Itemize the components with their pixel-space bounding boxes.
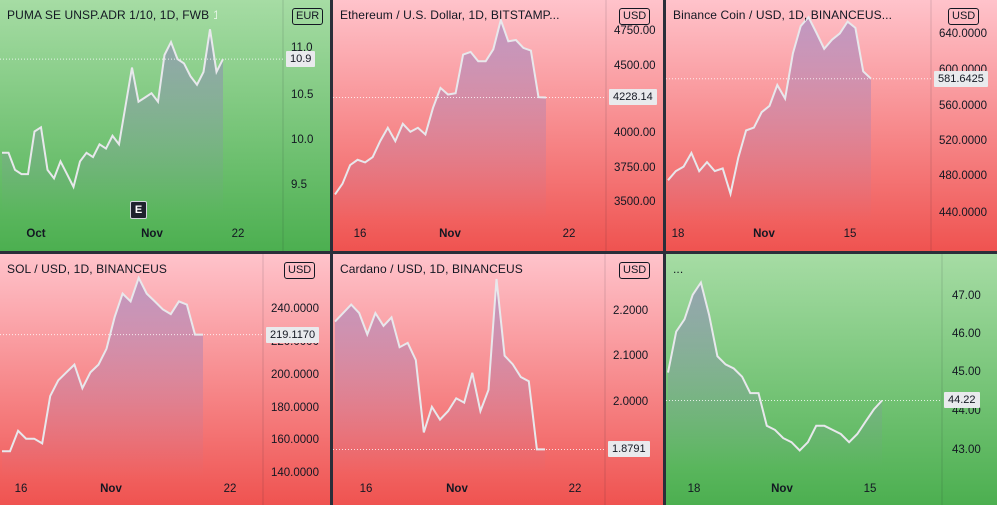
chart-title-text: PUMA SE UNSP.ADR 1/10, 1D, FWB <box>7 8 210 22</box>
time-tick-label: Nov <box>100 483 122 495</box>
chart-pane-1[interactable]: 11.0 10.5 10.0 9.5 Oct Nov 22 PUMA SE UNSP.ADR … <box>0 0 330 251</box>
chart-title[interactable]: Binance Coin / USD, 1D, BINANCEUS... <box>673 8 892 22</box>
price-tick-label: 4000.00 <box>614 127 656 139</box>
currency-label[interactable]: USD <box>619 8 651 25</box>
time-tick-label: 22 <box>232 228 245 240</box>
last-price-badge: 1.8791 <box>608 441 650 458</box>
price-tick-label: 520.0000 <box>939 135 987 147</box>
time-tick-label: 18 <box>688 483 701 495</box>
chart-title-text: ... <box>673 262 684 276</box>
chart-pane-2[interactable]: 4750.004500.004250.004000.003750.003500.… <box>333 0 663 251</box>
chart-title[interactable]: PUMA SE UNSP.ADR 1/10, 1D, FWB10.9 <box>7 8 217 22</box>
price-tick-label: 10.5 <box>291 89 313 101</box>
time-tick-label: Nov <box>753 228 775 240</box>
price-tick-label: 480.0000 <box>939 170 987 182</box>
time-tick-label: Nov <box>446 483 468 495</box>
price-tick-label: 440.0000 <box>939 207 987 219</box>
price-tick-label: 3500.00 <box>614 196 656 208</box>
price-tick-label: 44.00 <box>952 405 981 417</box>
price-tick-label: 43.00 <box>952 444 981 456</box>
time-tick-label: 22 <box>224 483 237 495</box>
currency-label[interactable]: EUR <box>292 8 324 25</box>
price-tick-label: 560.0000 <box>939 100 987 112</box>
chart-title[interactable]: ... <box>673 262 683 276</box>
series-line <box>2 29 224 190</box>
time-tick-label: 15 <box>864 483 877 495</box>
chart-title-text: Binance Coin / USD, 1D, BINANCEUS... <box>673 8 893 22</box>
last-price-badge: 581.6425 <box>934 70 988 87</box>
series-line <box>667 15 872 198</box>
time-tick-label: 15 <box>844 228 857 240</box>
price-tick-label: 4750.00 <box>614 25 656 37</box>
chart-pane-4[interactable]: 240.0000220.0000200.0000180.0000160.0000… <box>0 254 330 505</box>
currency-label[interactable]: USD <box>619 262 651 279</box>
series-line <box>667 280 883 452</box>
price-tick-label: 45.00 <box>952 366 981 378</box>
currency-label[interactable]: USD <box>948 8 980 25</box>
time-tick-label: Nov <box>439 228 461 240</box>
chart-canvas-4[interactable]: 240.0000220.0000200.0000180.0000160.0000… <box>0 254 330 505</box>
series-area-fill <box>335 20 546 220</box>
grid-divider-horizontal <box>0 251 997 254</box>
price-tick-label: 4500.00 <box>614 60 656 72</box>
last-price-badge: 219.1170 <box>266 326 320 343</box>
series-line <box>2 275 203 453</box>
series-line <box>334 16 547 195</box>
price-tick-label: 10.0 <box>291 134 313 146</box>
price-tick-label: 160.0000 <box>271 434 319 446</box>
chart-canvas-2[interactable]: 4750.004500.004250.004000.003750.003500.… <box>333 0 663 251</box>
last-price-badge: 4228.14 <box>609 89 657 106</box>
price-tick-label: 11.0 <box>291 42 313 54</box>
time-tick-label: 16 <box>360 483 373 495</box>
price-tick-label: 47.00 <box>952 290 981 302</box>
chart-pane-6[interactable]: 47.00 46.00 45.00 44.00 43.00 18 Nov 15... 44.22 <box>666 254 997 505</box>
series-area-fill <box>668 282 882 467</box>
price-tick-label: 2.2000 <box>613 305 648 317</box>
time-tick-label: 22 <box>569 483 582 495</box>
series-area-fill <box>2 277 203 477</box>
price-tick-label: 2.1000 <box>613 350 648 362</box>
last-price-badge: 44.22 <box>944 392 980 409</box>
price-tick-label: 9.5 <box>291 179 307 191</box>
chart-title-value: 10.9 <box>213 8 217 22</box>
currency-label[interactable]: USD <box>284 262 316 279</box>
time-tick-label: 16 <box>15 483 28 495</box>
chart-canvas-6[interactable]: 47.00 46.00 45.00 44.00 43.00 18 Nov 15 <box>666 254 997 505</box>
chart-title[interactable]: SOL / USD, 1D, BINANCEUS <box>7 262 167 276</box>
chart-title-text: Cardano / USD, 1D, BINANCEUS <box>340 262 523 276</box>
price-tick-label: 180.0000 <box>271 402 319 414</box>
chart-canvas-1[interactable]: 11.0 10.5 10.0 9.5 Oct Nov 22 <box>0 0 330 251</box>
earnings-event-marker[interactable]: E <box>130 201 147 219</box>
time-tick-label: 22 <box>563 228 576 240</box>
time-tick-label: 18 <box>672 228 685 240</box>
price-tick-label: 2.0000 <box>613 396 648 408</box>
chart-canvas-3[interactable]: 640.0000600.0000560.0000520.0000480.0000… <box>666 0 997 251</box>
price-tick-label: 46.00 <box>952 328 981 340</box>
chart-title-text: Ethereum / U.S. Dollar, 1D, BITSTAMP... <box>340 8 560 22</box>
chart-title-text: SOL / USD, 1D, BINANCEUS <box>7 262 167 276</box>
series-area-fill <box>335 279 545 474</box>
series-line <box>334 278 545 451</box>
time-tick-label: 16 <box>354 228 367 240</box>
price-tick-label: 640.0000 <box>939 28 987 40</box>
last-price-badge: 10.9 <box>286 51 316 68</box>
chart-title[interactable]: Cardano / USD, 1D, BINANCEUS <box>340 262 523 276</box>
price-tick-label: 3750.00 <box>614 162 656 174</box>
price-tick-label: 240.0000 <box>271 303 319 315</box>
series-area-fill <box>2 29 223 213</box>
time-tick-label: Nov <box>771 483 793 495</box>
time-tick-label: Oct <box>26 228 45 240</box>
time-tick-label: Nov <box>141 228 163 240</box>
chart-pane-3[interactable]: 640.0000600.0000560.0000520.0000480.0000… <box>666 0 997 251</box>
chart-title[interactable]: Ethereum / U.S. Dollar, 1D, BITSTAMP... <box>340 8 560 22</box>
price-tick-label: 140.0000 <box>271 467 319 479</box>
price-tick-label: 200.0000 <box>271 369 319 381</box>
